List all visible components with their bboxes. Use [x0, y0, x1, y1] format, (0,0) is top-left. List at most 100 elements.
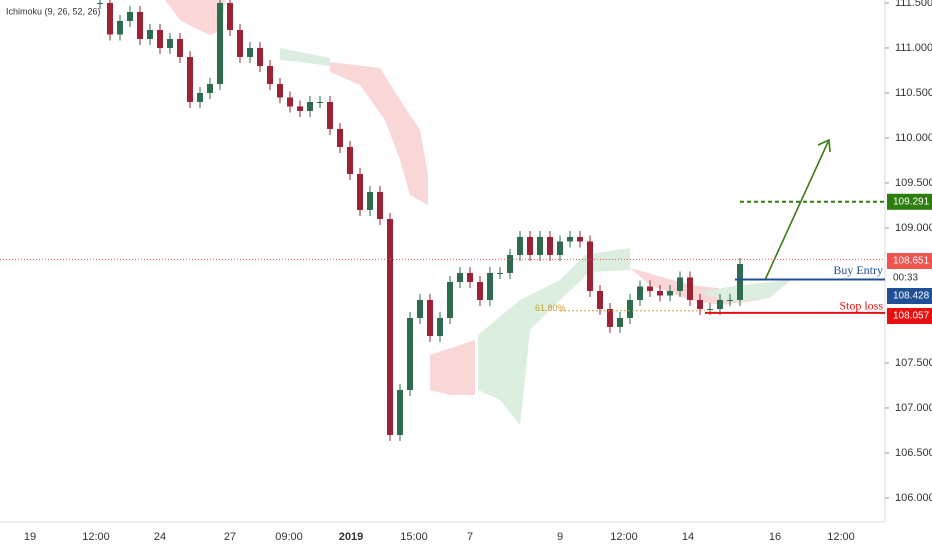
last-price-box	[887, 253, 932, 269]
candle	[277, 83, 283, 98]
candle	[627, 299, 633, 318]
x-tick-label: 7	[467, 531, 473, 543]
candle	[417, 299, 423, 318]
x-tick-label: 15:00	[400, 531, 428, 543]
stop-loss-label: Stop loss	[839, 299, 883, 313]
candle	[137, 11, 143, 39]
candle	[567, 236, 573, 242]
y-tick-label: 107.500	[895, 357, 932, 369]
candle	[507, 254, 513, 273]
candle	[737, 263, 743, 300]
x-tick-label: 12:00	[610, 531, 638, 543]
stop-loss-price-box	[887, 308, 932, 324]
x-tick-label: 12:00	[82, 531, 110, 543]
candle	[597, 290, 603, 309]
candle	[97, 2, 103, 4]
candle	[127, 11, 133, 21]
candle	[437, 317, 443, 336]
candle	[377, 191, 383, 219]
candle	[347, 146, 353, 174]
candle	[287, 97, 293, 107]
candle	[427, 299, 433, 336]
y-tick-label: 106.500	[895, 447, 932, 459]
target-price: 109.291	[893, 196, 930, 207]
candle	[637, 286, 643, 300]
candle	[557, 241, 563, 255]
y-tick-label: 110.500	[895, 87, 932, 99]
candle	[617, 317, 623, 327]
candle	[117, 20, 123, 35]
candle	[187, 56, 193, 102]
x-tick-label: 9	[557, 531, 563, 543]
candle	[297, 106, 303, 111]
x-tick-label: 2019	[339, 531, 363, 543]
candle	[477, 281, 483, 300]
fib-label: 61.80%	[535, 303, 566, 313]
candle	[247, 47, 253, 57]
y-tick-label: 107.000	[895, 402, 932, 414]
x-tick-label: 24	[154, 531, 166, 543]
candle	[317, 101, 323, 103]
candle	[237, 29, 243, 57]
candle	[227, 2, 233, 30]
x-tick-label: 14	[682, 531, 694, 543]
candle	[497, 272, 503, 274]
candle	[647, 286, 653, 291]
candle	[707, 308, 713, 310]
candle	[697, 299, 703, 309]
candle	[547, 236, 553, 255]
candle	[327, 101, 333, 129]
candle	[687, 277, 693, 300]
candle	[397, 389, 403, 435]
candle	[147, 29, 153, 39]
x-tick-label: 09:00	[275, 531, 303, 543]
countdown-box	[887, 270, 932, 286]
candle	[107, 2, 113, 35]
candle	[537, 236, 543, 255]
candle	[267, 65, 273, 84]
candle	[727, 299, 733, 301]
indicator-label: Ichimoku (9, 26, 52, 26)	[6, 6, 101, 16]
candle	[457, 272, 463, 282]
candle	[157, 29, 163, 48]
candle	[367, 191, 373, 210]
last-price: 108.651	[893, 256, 930, 267]
candle	[607, 308, 613, 327]
candle	[517, 236, 523, 255]
candle	[467, 272, 473, 282]
y-tick-label: 106.000	[895, 492, 932, 504]
target-price-box	[887, 193, 932, 210]
candle	[207, 83, 213, 93]
countdown: 00:33	[893, 273, 918, 284]
candle	[667, 290, 673, 296]
candle	[337, 128, 343, 147]
candle	[717, 299, 723, 309]
candle	[167, 38, 173, 48]
candle	[387, 218, 393, 435]
candle	[487, 272, 493, 300]
y-tick-label: 111.000	[895, 42, 932, 54]
buy-entry-price-box	[887, 288, 932, 304]
arrow	[764, 141, 829, 281]
candle	[177, 38, 183, 57]
candle	[307, 101, 313, 111]
candle	[357, 173, 363, 210]
candle	[257, 47, 263, 66]
y-tick-label: 109.500	[895, 177, 932, 189]
x-tick-label: 27	[224, 531, 236, 543]
candle	[527, 236, 533, 255]
candle	[657, 290, 663, 296]
candle	[587, 241, 593, 291]
candle	[197, 92, 203, 102]
ichimoku-cloud	[165, 0, 790, 425]
arrow-head	[817, 138, 831, 153]
candle	[577, 236, 583, 242]
y-tick-label: 111.500	[895, 0, 932, 9]
x-tick-label: 19	[24, 531, 36, 543]
candle	[447, 281, 453, 318]
candle	[407, 317, 413, 390]
buy-entry-price: 108.428	[893, 291, 930, 302]
candle	[217, 2, 223, 84]
candle	[677, 277, 683, 291]
y-tick-label: 110.000	[895, 132, 932, 144]
